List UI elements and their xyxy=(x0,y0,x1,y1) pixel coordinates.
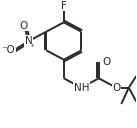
Text: F: F xyxy=(61,1,67,11)
Text: $^+$: $^+$ xyxy=(28,43,35,52)
Text: ⁻O: ⁻O xyxy=(1,45,15,55)
Text: O: O xyxy=(20,21,28,31)
Text: O: O xyxy=(112,83,120,93)
Text: NH: NH xyxy=(74,83,89,93)
Text: O: O xyxy=(102,57,111,67)
Text: N: N xyxy=(25,36,33,46)
